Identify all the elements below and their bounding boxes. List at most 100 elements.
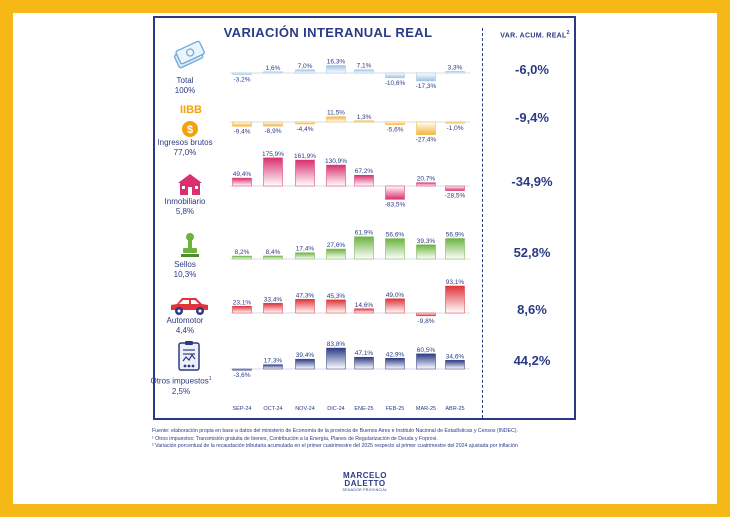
data-label: -9,8% [418,318,435,325]
bar [354,236,374,260]
data-label: -27,4% [416,137,437,144]
svg-text:$: $ [187,124,193,136]
data-label: 56,9% [446,232,465,239]
data-label: 17,4% [296,246,315,253]
document-icon [178,341,200,371]
data-label: 11,5% [327,110,345,117]
x-tick-label: NOV-24 [295,406,315,412]
bar [416,121,436,135]
bar [263,255,283,260]
logo: MARCELO DALETTO SENADOR PROVINCIAL [331,472,399,493]
bar [354,69,374,74]
bar [354,174,374,187]
iibb-tag: IIBB [180,104,202,116]
logo-line-3: SENADOR PROVINCIAL [342,488,388,492]
x-tick-label: SEP-24 [233,406,252,412]
data-label: -83,5% [385,201,406,208]
bar [232,72,252,75]
bar [232,368,252,371]
data-label: -17,3% [416,83,437,90]
bar [326,116,346,123]
bar [385,121,405,125]
bar [263,303,283,314]
bar [445,185,465,191]
data-label: -1,0% [447,125,464,132]
bar [295,69,315,74]
bar [354,356,374,370]
row-label-inmobiliario: Inmobiliario 5,8% [164,197,206,216]
bar [295,299,315,314]
house-icon [178,174,202,195]
data-label: 60,5% [417,347,436,354]
row-label-total: Total 100% [174,76,196,95]
data-label: 20,7% [417,176,436,183]
data-label: 45,3% [327,293,346,300]
bar [326,299,346,314]
footer-note-2: ² Variación porcentual de la recaudación… [152,443,518,450]
money-icon [173,40,205,69]
row-label-otros-impuestos: Otros impuestos1 2,5% [150,376,212,396]
footer-notes: Fuente: elaboración propia en base a dat… [152,428,518,451]
data-label: 1,3% [357,114,372,121]
row-label-automotor: Automotor 4,4% [166,316,204,335]
coin-icon: $ [182,121,198,137]
bar [354,120,374,123]
logo-line-2: DALETTO [344,479,386,488]
bar [416,353,436,370]
bar [326,164,346,187]
bar [445,121,465,124]
data-label: -3,6% [234,372,251,379]
footer-source: Fuente: elaboración propia en base a dat… [152,428,518,434]
data-label: 39,3% [417,238,436,245]
data-label: -3,2% [234,76,251,83]
bar [326,65,346,74]
bar [385,238,405,260]
data-label: 175,9% [262,151,284,158]
accumulated-value-automotor: 8,6% [517,302,547,317]
data-label: 16,3% [327,59,346,66]
bar [385,185,405,200]
data-label: -8,9% [265,128,282,135]
bar [445,71,465,74]
data-label: 14,6% [355,302,374,309]
bar [295,358,315,370]
accumulated-value-inmobiliario: -34,9% [511,174,553,189]
data-label: 23,1% [233,299,252,306]
footer-note-1: ¹ Otros impuestos: Transmisión gratuita … [152,435,438,442]
bar [445,360,465,370]
bar [385,72,405,79]
data-label: 93,1% [446,279,465,286]
chart-panel [153,16,576,420]
logo-line-1: MARCELO [343,471,387,480]
data-label: 61,9% [355,230,374,237]
bar [416,72,436,82]
bar [445,285,465,314]
data-label: 7,1% [357,63,372,70]
data-label: 49,4% [233,171,252,178]
x-tick-label: ABR-25 [445,406,464,412]
bar [385,358,405,370]
accumulated-value-ingresos-brutos: -9,4% [515,110,549,125]
bar [385,298,405,314]
accumulated-panel [482,28,585,418]
bar [416,312,436,317]
data-label: -4,4% [297,126,314,133]
data-label: 42,9% [386,351,405,358]
bar [232,255,252,260]
data-label: 83,8% [327,341,346,348]
data-label: 17,3% [264,358,283,365]
data-label: 161,9% [294,153,316,160]
data-label: 8,4% [266,249,281,256]
x-tick-label: FEB-25 [386,406,405,412]
data-label: 34,6% [446,353,465,360]
data-label: 130,9% [325,158,347,165]
accumulated-value-otros-impuestos: 44,2% [513,353,551,368]
bar [263,364,283,370]
x-tick-label: OCT-24 [263,406,282,412]
x-tick-label: MAR-25 [416,406,436,412]
bar [263,121,283,127]
data-label: 7,0% [298,63,313,70]
bar [263,157,283,187]
x-tick-label: ENE-25 [354,406,373,412]
